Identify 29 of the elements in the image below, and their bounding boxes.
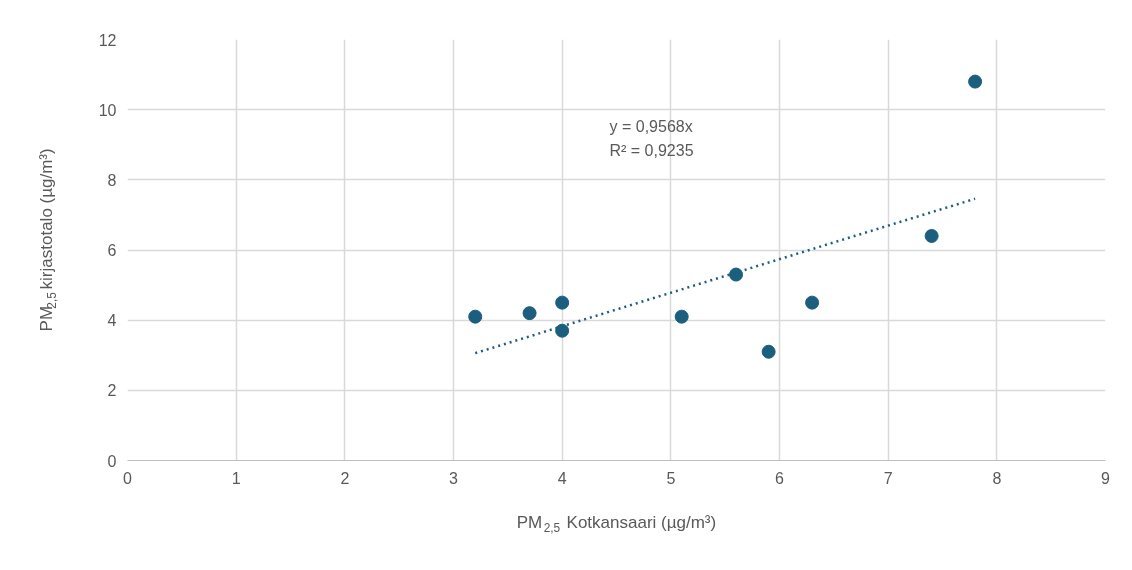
x-tick-label: 1 — [231, 469, 241, 487]
x-tick-label: 7 — [883, 469, 893, 487]
x-tick-label: 6 — [775, 469, 785, 487]
annotation: R² = 0,9235 — [609, 141, 694, 159]
y-tick-label: 12 — [98, 31, 117, 49]
x-tick-label: 3 — [449, 469, 459, 487]
y-tick-label: 8 — [107, 171, 117, 189]
x-tick-label: 9 — [1101, 469, 1111, 487]
point — [968, 74, 983, 89]
y-tick-label: 4 — [107, 312, 117, 330]
x-tick-label: 5 — [666, 469, 676, 487]
point — [555, 323, 570, 338]
x-tick-label: 4 — [557, 469, 567, 487]
point — [522, 306, 537, 321]
point — [729, 267, 744, 282]
y-tick-label: 2 — [107, 382, 117, 400]
x-tick-label: 2 — [340, 469, 350, 487]
y-tick-label: 6 — [107, 242, 117, 259]
point — [924, 228, 939, 243]
point — [805, 295, 820, 310]
x-tick-label: 0 — [123, 469, 133, 487]
y-tick-label: 0 — [107, 452, 117, 470]
annotation: y = 0,9568x — [609, 117, 693, 135]
point — [761, 344, 776, 359]
x-tick-label: 8 — [992, 469, 1002, 487]
point — [468, 309, 483, 324]
point — [674, 309, 689, 324]
point — [555, 295, 570, 310]
y-tick-label: 10 — [98, 101, 117, 119]
